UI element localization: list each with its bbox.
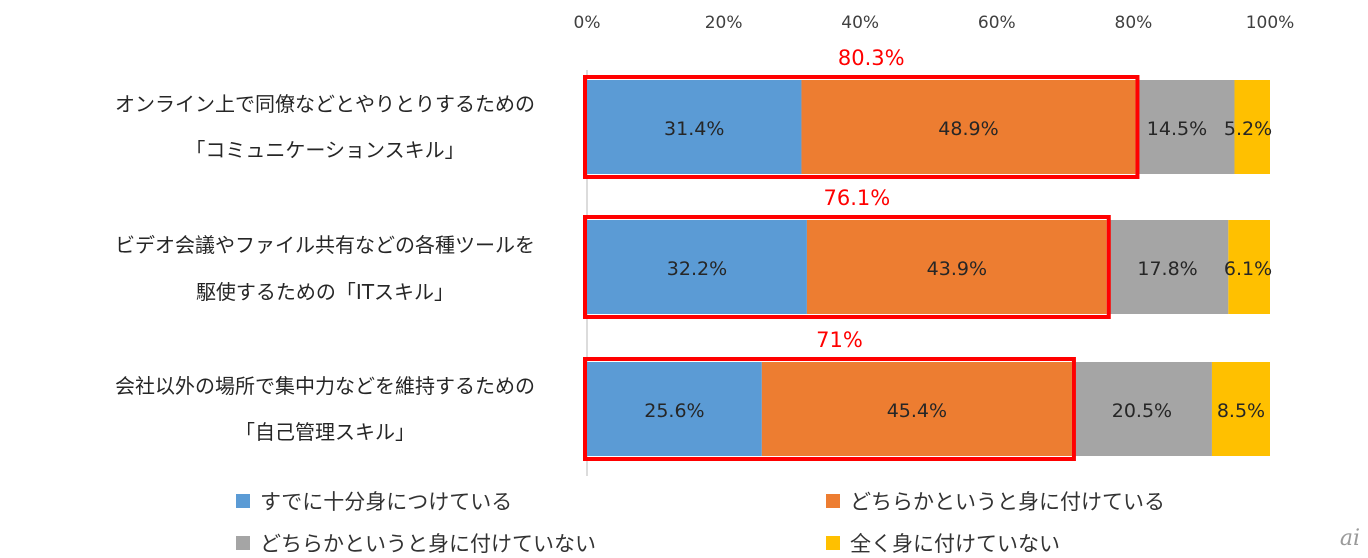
highlight-box <box>583 215 1111 319</box>
legend-label-2: どちらかというと身に付けている <box>850 490 1165 514</box>
category-label: 「コミュニケーションスキル」 <box>185 138 464 162</box>
data-label: 17.8% <box>1137 258 1197 280</box>
legend-item-4: 全く身に付けていない <box>826 528 1060 558</box>
category-label: 駆使するための「ITスキル」 <box>196 280 454 304</box>
bar-segment <box>1071 362 1212 456</box>
legend-item-2: どちらかというと身に付けている <box>826 486 1165 516</box>
bar-segment <box>761 362 1072 456</box>
highlight-total-label: 76.1% <box>824 186 891 210</box>
data-label: 31.4% <box>664 118 724 140</box>
bar-segment <box>1234 80 1270 174</box>
bar-segment <box>1106 220 1229 314</box>
data-label: 14.5% <box>1147 118 1207 140</box>
bar-segment <box>801 80 1136 174</box>
legend-item-3: どちらかというと身に付けていない <box>236 528 596 558</box>
legend-swatch-4 <box>826 536 840 550</box>
legend-label-3: どちらかというと身に付けていない <box>260 532 596 556</box>
highlight-total-label: 80.3% <box>838 46 905 70</box>
category-label: 会社以外の場所で集中力などを維持するための <box>115 374 535 398</box>
x-tick-label: 40% <box>841 13 879 33</box>
bar-segment <box>587 362 762 456</box>
category-label: オンライン上で同僚などとやりとりするための <box>115 92 535 116</box>
highlight-box <box>583 75 1140 179</box>
data-label: 45.4% <box>887 400 947 422</box>
legend-swatch-2 <box>826 494 840 508</box>
watermark-logo: ai <box>1339 526 1360 551</box>
legend-swatch-3 <box>236 536 250 550</box>
data-label: 32.2% <box>667 258 727 280</box>
highlight-total-label: 71% <box>816 328 863 352</box>
data-label: 8.5% <box>1217 400 1265 422</box>
x-tick-label: 0% <box>574 13 601 33</box>
highlight-box <box>583 357 1076 461</box>
legend-label-4: 全く身に付けていない <box>850 532 1060 556</box>
data-label: 48.9% <box>938 118 998 140</box>
bar-segment <box>587 220 807 314</box>
bar-segment <box>587 80 802 174</box>
bar-segment <box>1228 220 1270 314</box>
x-tick-label: 20% <box>705 13 743 33</box>
category-label: ビデオ会議やファイル共有などの各種ツールを <box>115 233 535 257</box>
data-label: 20.5% <box>1112 400 1172 422</box>
x-tick-label: 80% <box>1115 13 1153 33</box>
x-tick-label: 100% <box>1246 13 1295 33</box>
legend-label-1: すでに十分身につけている <box>260 490 513 514</box>
bar-segment <box>806 220 1107 314</box>
data-label: 6.1% <box>1224 258 1272 280</box>
data-label: 25.6% <box>644 400 704 422</box>
x-tick-label: 60% <box>978 13 1016 33</box>
bar-segment <box>1135 80 1235 174</box>
bar-segment <box>1211 362 1270 456</box>
legend-item-1: すでに十分身につけている <box>236 486 512 516</box>
legend-swatch-1 <box>236 494 250 508</box>
data-label: 43.9% <box>927 258 987 280</box>
data-label: 5.2% <box>1224 118 1272 140</box>
category-label: 「自己管理スキル」 <box>235 420 415 444</box>
